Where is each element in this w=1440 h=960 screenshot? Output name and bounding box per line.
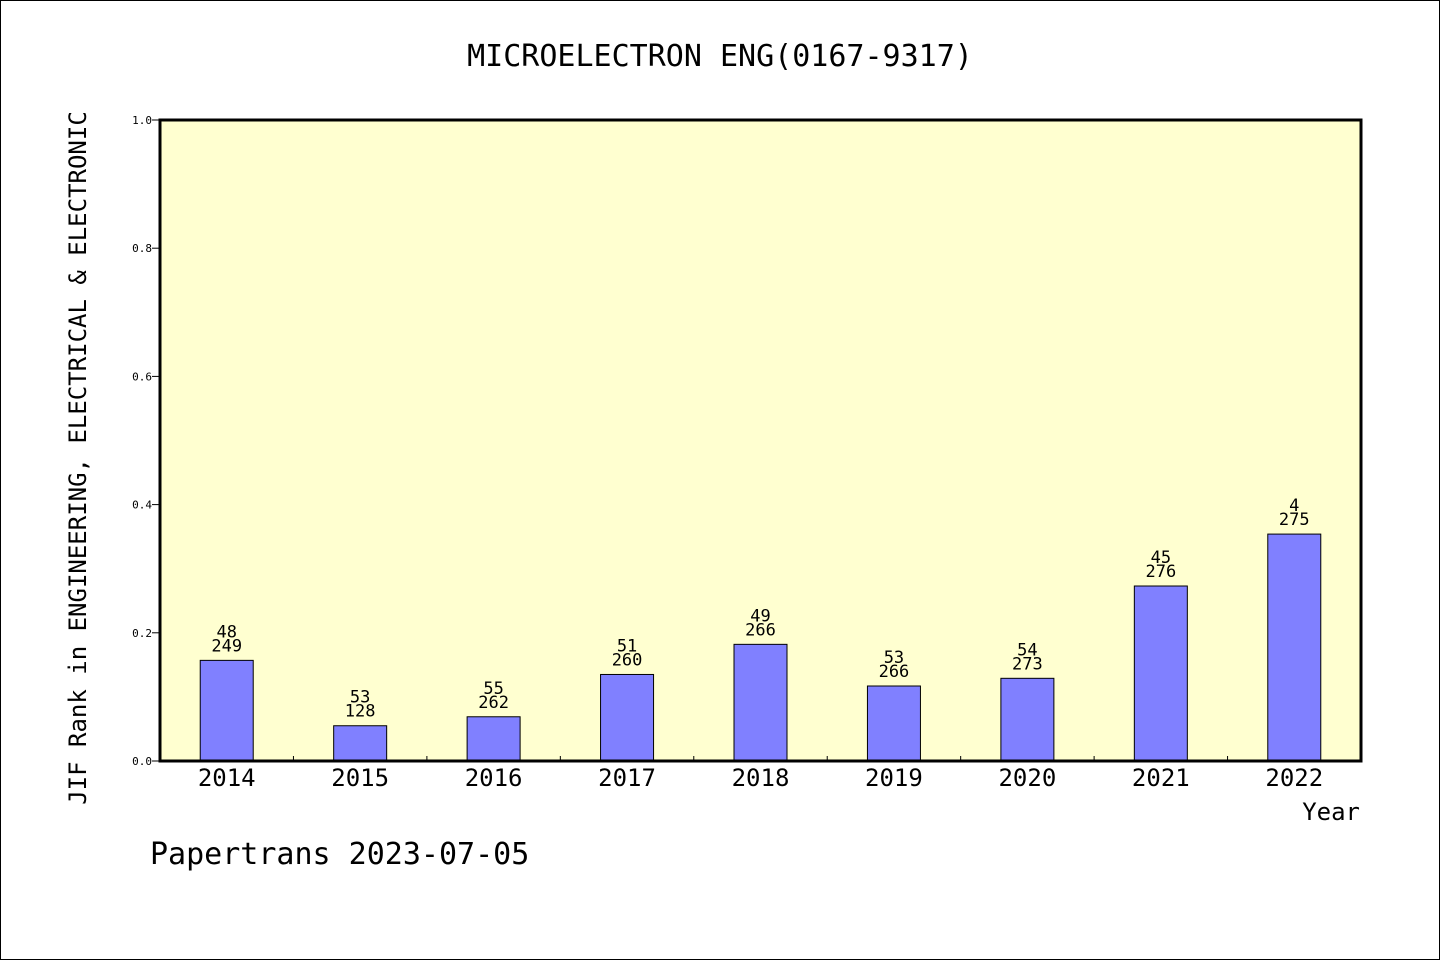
y-axis-label: JIF Rank in ENGINEERING, ELECTRICAL & EL… xyxy=(64,111,92,805)
x-tick-label: 2019 xyxy=(865,764,923,792)
bar-label-top: 53 xyxy=(350,688,370,708)
bar-label-bottom: 266 xyxy=(745,620,776,640)
bar-label-bottom: 273 xyxy=(1012,654,1043,674)
bar-label-top: 49 xyxy=(750,606,770,626)
y-tick-label: 1.0 xyxy=(132,114,152,127)
bar-label-bottom: 249 xyxy=(211,636,242,656)
y-tick-label: 0.2 xyxy=(132,627,152,640)
bar-label-bottom: 262 xyxy=(478,693,509,713)
bar-label-top: 45 xyxy=(1151,548,1171,568)
x-tick-label: 2016 xyxy=(465,764,523,792)
bar-label-top: 53 xyxy=(884,648,904,668)
x-tick-label: 2022 xyxy=(1265,764,1323,792)
x-tick-label: 2015 xyxy=(331,764,389,792)
footer-credit: Papertrans 2023-07-05 xyxy=(150,837,529,872)
x-tick-label: 2018 xyxy=(732,764,790,792)
x-tick-label: 2020 xyxy=(998,764,1056,792)
bar-label-top: 55 xyxy=(483,679,503,699)
y-tick-label: 0.6 xyxy=(132,370,152,383)
x-axis-label: Year xyxy=(1302,798,1360,826)
bar-labels-layer: 4824953128552625126049266532665427345276… xyxy=(211,496,1309,722)
plot-border xyxy=(158,118,1363,763)
bar-label-bottom: 260 xyxy=(612,650,643,670)
bar-2015 xyxy=(333,725,388,762)
bar-2022 xyxy=(1267,533,1322,762)
bar-2019 xyxy=(866,685,921,762)
x-tick-label: 2017 xyxy=(598,764,656,792)
bar-label-top: 51 xyxy=(617,636,637,656)
x-ticks-layer: 2014 2015 2016 2017 2018 2019 2020 2021 2022 xyxy=(198,756,1323,792)
bar-2018 xyxy=(733,643,788,762)
bar-label-top: 48 xyxy=(216,622,236,642)
y-tick-label: 0.8 xyxy=(132,242,152,255)
bar-2020 xyxy=(1000,677,1055,762)
y-ticks-layer: 0.0 0.2 0.4 0.6 0.8 1.0 xyxy=(132,114,160,768)
bar-2016 xyxy=(466,716,521,762)
bar-label-bottom: 275 xyxy=(1279,510,1310,530)
bar-label-bottom: 128 xyxy=(345,702,376,722)
bar-label-bottom: 266 xyxy=(879,662,910,682)
y-tick-label: 0.4 xyxy=(132,499,152,512)
bar-2017 xyxy=(600,673,655,762)
bar-2021 xyxy=(1133,585,1188,762)
bar-label-top: 4 xyxy=(1289,496,1299,516)
x-tick-label: 2021 xyxy=(1132,764,1190,792)
bar-label-top: 54 xyxy=(1017,640,1037,660)
x-tick-label: 2014 xyxy=(198,764,256,792)
chart-title: MICROELECTRON ENG(0167-9317) xyxy=(467,39,973,74)
bar-label-bottom: 276 xyxy=(1145,562,1176,582)
y-tick-label: 0.0 xyxy=(132,755,152,768)
bars-layer xyxy=(199,533,1322,762)
bar-2014 xyxy=(199,659,254,762)
